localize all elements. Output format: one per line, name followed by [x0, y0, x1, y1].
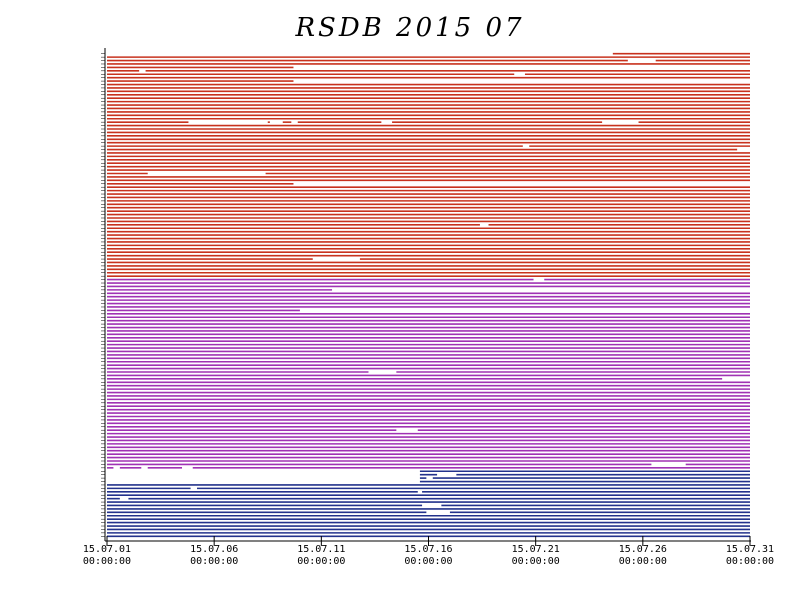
x-tick-label: 15.07.16 — [404, 544, 452, 555]
x-tick-time: 00:00:00 — [619, 556, 667, 567]
x-tick-time: 00:00:00 — [83, 556, 131, 567]
x-tick-label: 15.07.31 — [726, 544, 774, 555]
x-tick-time: 00:00:00 — [297, 556, 345, 567]
x-tick-time: 00:00:00 — [512, 556, 560, 567]
x-tick-label: 15.07.11 — [297, 544, 345, 555]
x-tick-time: 00:00:00 — [404, 556, 452, 567]
x-tick-label: 15.07.06 — [190, 544, 238, 555]
chart-title: RSDB 2015 07 — [294, 13, 524, 43]
x-tick-label: 15.07.26 — [619, 544, 667, 555]
x-tick-time: 00:00:00 — [190, 556, 238, 567]
x-tick-label: 15.07.01 — [83, 544, 131, 555]
x-tick-label: 15.07.21 — [512, 544, 560, 555]
x-tick-time: 00:00:00 — [726, 556, 774, 567]
